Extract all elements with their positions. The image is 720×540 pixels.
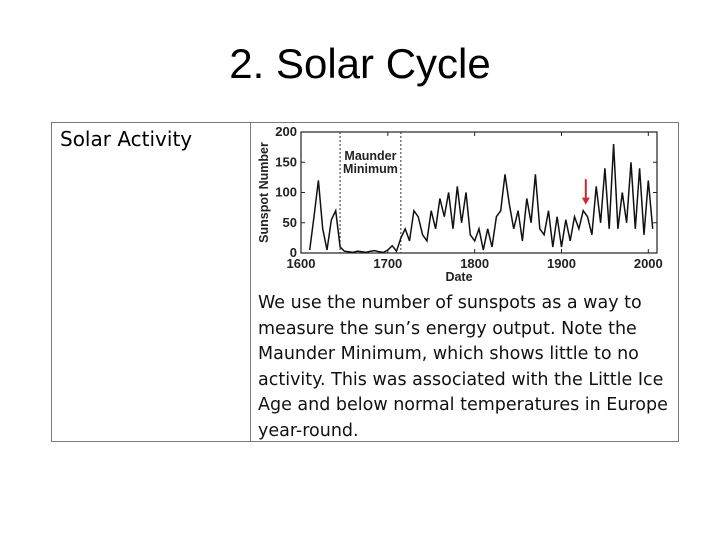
y-tick-label: 150	[275, 154, 297, 169]
row-label: Solar Activity	[60, 127, 193, 151]
x-tick-label: 1600	[287, 256, 316, 271]
slide-title: 2. Solar Cycle	[229, 40, 491, 87]
y-tick-label: 0	[290, 245, 297, 260]
info-table: Solar Activity Maunder Minimum 0 50 100 150 20…	[51, 122, 679, 442]
x-tick-label: 1700	[373, 256, 402, 271]
x-axis-title: Date	[445, 270, 472, 284]
red-arrow-head	[581, 197, 590, 205]
maunder-label: Maunder	[344, 149, 396, 163]
x-tick-label: 2000	[634, 256, 663, 271]
y-tick-label: 100	[275, 185, 297, 200]
y-tick-label: 50	[283, 215, 297, 230]
description-text: We use the number of sunspots as a way t…	[258, 293, 668, 441]
x-tick-label: 1800	[460, 256, 489, 271]
sunspot-series-line	[308, 144, 654, 254]
y-tick-label: 200	[275, 125, 297, 139]
column-divider	[250, 123, 251, 441]
sunspot-chart: Maunder Minimum 0 50 100 150 200 1600 1700 1800 19…	[255, 125, 667, 290]
y-axis-title: Sunspot Number	[257, 142, 271, 243]
maunder-label: Minimum	[343, 162, 398, 176]
x-tick-label: 1900	[547, 256, 576, 271]
